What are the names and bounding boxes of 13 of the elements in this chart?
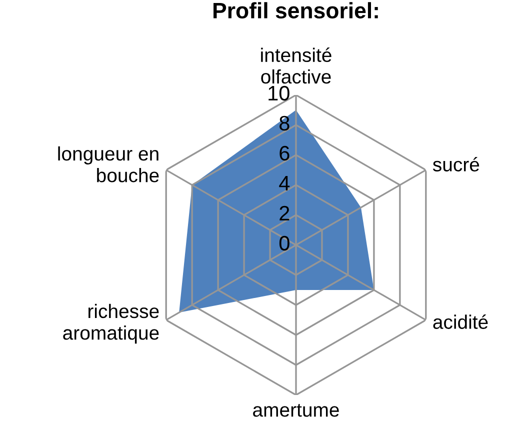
y-tick-label: 4 xyxy=(279,176,290,190)
spoke-label: longueur en bouche xyxy=(58,146,159,182)
spoke-label: acidité xyxy=(433,314,488,329)
spoke-label: amertume xyxy=(253,404,339,417)
y-tick-label: 2 xyxy=(280,206,290,220)
spoke-label: richesse aromatique xyxy=(63,304,159,344)
spoke-label: sucré xyxy=(432,156,480,172)
y-tick-label: 0 xyxy=(279,236,290,251)
spoke-label: intensité olfactive xyxy=(261,48,332,84)
y-tick-label: 8 xyxy=(280,116,290,131)
y-tick-label: 6 xyxy=(280,146,290,161)
chart-title: Profil sensoriel: xyxy=(214,2,378,18)
y-tick-label: 10 xyxy=(268,86,290,101)
